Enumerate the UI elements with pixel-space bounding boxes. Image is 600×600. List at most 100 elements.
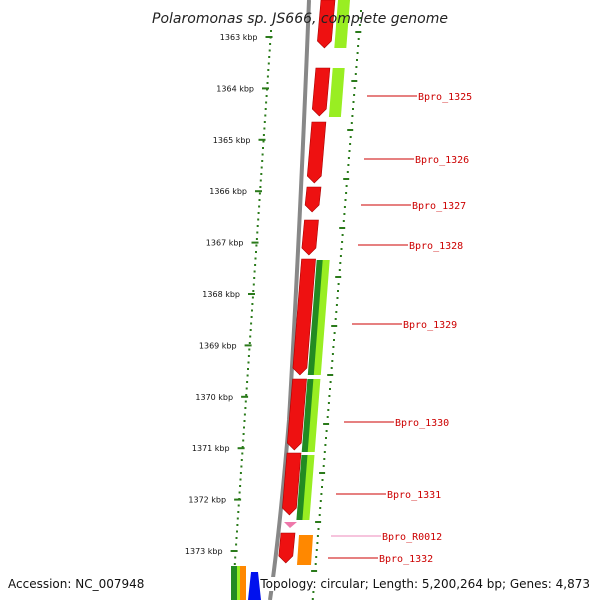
scale-dot — [262, 140, 265, 143]
scale-dot — [266, 88, 268, 91]
scale-tick — [251, 241, 259, 244]
feature-scale-tick — [335, 276, 342, 278]
scale-dot — [241, 446, 244, 448]
scale-dot — [257, 212, 260, 214]
scale-tick-label: 1367 kbp — [206, 239, 244, 248]
gene-label: Bpro_R0012 — [382, 532, 442, 543]
scale-dot — [263, 127, 266, 130]
scale-dot — [236, 517, 239, 520]
scale-dot — [252, 290, 255, 292]
scale-dot — [259, 179, 262, 182]
scale-dot — [245, 387, 248, 390]
scale-dot — [244, 407, 247, 409]
rna-marker — [284, 522, 297, 528]
scale-dot — [244, 400, 247, 403]
scale-dot — [251, 309, 253, 312]
feature-scale-dot — [357, 38, 360, 40]
gene-label: Bpro_1327 — [412, 201, 466, 212]
gene-arrow — [292, 258, 316, 376]
gene-label: Bpro_1325 — [418, 92, 472, 103]
scale-tick-label: 1370 kbp — [195, 393, 233, 402]
scale-tick-label: 1369 kbp — [199, 341, 237, 350]
feature-scale-dot — [349, 136, 352, 138]
feature-scale-dot — [357, 45, 360, 47]
cds-green-block — [301, 379, 314, 452]
scale-tick — [237, 447, 245, 450]
bottom-blue-feature — [248, 572, 261, 600]
scale-dot — [240, 465, 243, 468]
scale-dot — [264, 108, 267, 110]
scale-dot — [259, 186, 262, 188]
feature-scale-dot — [320, 493, 323, 495]
feature-scale-dot — [354, 73, 357, 75]
feature-scale-dot — [353, 87, 356, 89]
scale-dot — [267, 69, 270, 71]
scale-tick-label: 1365 kbp — [213, 136, 251, 145]
kbp-scale-dots — [231, 30, 272, 598]
feature-scale-dot — [343, 213, 346, 215]
feature-scale-dot — [322, 465, 325, 467]
feature-scale-dot — [342, 220, 345, 222]
gene-track — [231, 0, 350, 600]
scale-dot — [237, 511, 240, 513]
scale-dot — [266, 75, 269, 78]
scale-dot — [249, 329, 252, 331]
feature-scale-dot — [324, 444, 327, 446]
feature-scale-dot — [318, 514, 321, 516]
kbp-scale: 1363 kbp 1364 kbp 1365 kbp 1366 kbp 1367 kbp… — [185, 33, 273, 556]
scale-dot — [264, 114, 267, 117]
scale-dot — [267, 62, 270, 65]
scale-dot — [262, 134, 265, 136]
scale-dot — [269, 43, 272, 45]
scale-dot — [243, 413, 246, 416]
feature-scale-tick — [319, 472, 326, 474]
scale-dot — [239, 478, 242, 481]
feature-scale-dot — [315, 556, 318, 558]
feature-scale-dot — [329, 388, 331, 390]
feature-scale-dot — [344, 199, 347, 201]
feature-scale-dot — [336, 297, 339, 299]
feature-scale-dot — [339, 255, 342, 257]
feature-scale-dot — [346, 171, 349, 173]
scale-dot — [254, 257, 257, 260]
feature-scale-dot — [347, 164, 350, 166]
scale-dot — [266, 82, 269, 84]
feature-scale-dot — [349, 143, 352, 145]
scale-dot — [263, 121, 266, 123]
gene-arrow — [311, 67, 331, 117]
scale-dot — [250, 322, 253, 325]
feature-scale-dot — [329, 381, 332, 383]
scale-dot — [243, 426, 245, 429]
scale-dot — [256, 231, 259, 234]
feature-scale-dot — [325, 430, 328, 432]
feature-scale-dot — [333, 339, 335, 341]
scale-tick — [244, 344, 252, 347]
feature-scale-dot — [352, 108, 354, 110]
scale-dot — [237, 504, 240, 507]
feature-scale-dot — [316, 535, 319, 537]
scale-dot — [247, 361, 250, 364]
scale-tick-label: 1371 kbp — [192, 444, 230, 453]
scale-dot — [236, 530, 238, 533]
scale-dot — [234, 556, 237, 559]
scale-tick — [265, 36, 273, 38]
gene-arrow — [306, 121, 327, 184]
scale-dot — [265, 101, 268, 104]
scale-dot — [236, 524, 239, 526]
gene-arrow — [278, 532, 296, 564]
feature-scale-dot — [331, 353, 334, 355]
feature-scale-dot — [319, 507, 322, 509]
feature-scale-dot — [341, 234, 344, 236]
feature-scale-dot — [353, 94, 356, 96]
feature-scale-dot — [331, 360, 334, 362]
scale-dot — [255, 244, 258, 247]
scale-dot — [238, 491, 241, 494]
scale-tick-label: 1363 kbp — [220, 33, 258, 42]
feature-scale-dot — [351, 115, 354, 117]
feature-scale-dot — [334, 318, 337, 320]
scale-dot — [265, 95, 268, 97]
scale-tick-label: 1368 kbp — [202, 290, 240, 299]
feature-scale-dot — [333, 332, 336, 334]
scale-dot — [239, 472, 242, 474]
